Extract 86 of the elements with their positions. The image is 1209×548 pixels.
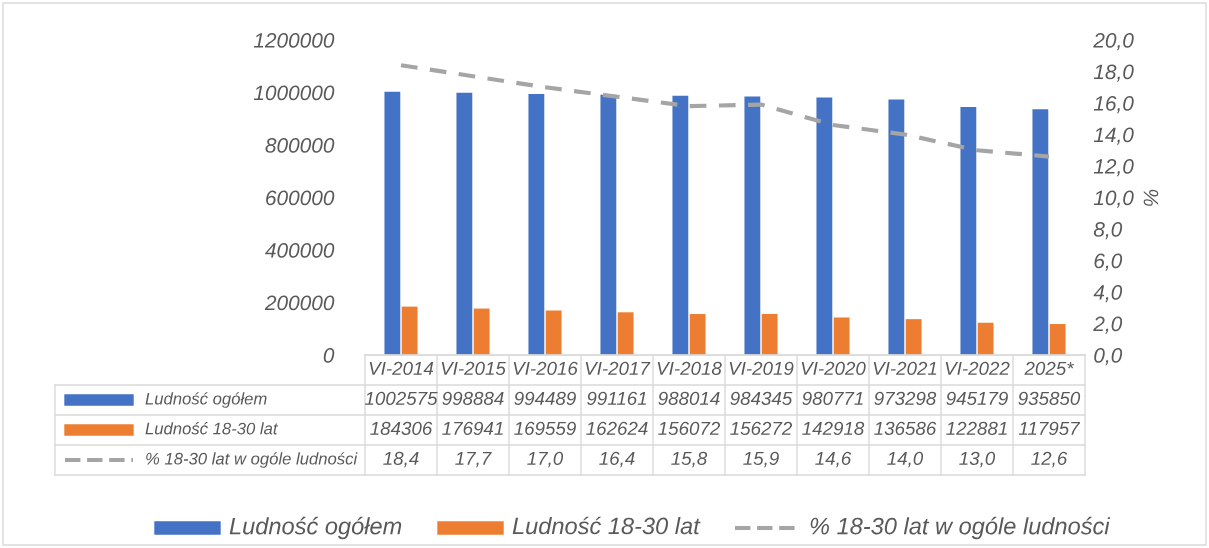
data-label: 988014 [658, 391, 720, 406]
data-label: 18,4 [383, 451, 419, 468]
data-label: 16,4 [599, 451, 635, 468]
y-tick-label: 600000 [266, 190, 335, 206]
data-label: 169559 [514, 421, 576, 436]
y2-tick-label: 4,0 [1093, 285, 1123, 303]
y2-tick-label: 14,0 [1093, 127, 1134, 145]
bar [545, 310, 562, 355]
data-label: 14,6 [815, 451, 852, 468]
data-label: 973298 [874, 391, 937, 406]
data-label: 994489 [514, 391, 576, 406]
y-tick-label: 1200000 [253, 33, 335, 48]
data-label: 991161 [587, 391, 647, 406]
bar [600, 94, 617, 355]
x-tick-label: VI-2018 [657, 361, 722, 376]
x-tick-label: VI-2020 [801, 361, 866, 376]
data-label: 122881 [946, 421, 1007, 436]
x-tick-label: VI-2017 [585, 361, 651, 376]
x-tick-label: 2025* [1024, 361, 1075, 376]
data-label: 117957 [1018, 421, 1081, 436]
data-label: 142918 [802, 421, 865, 436]
bar [816, 97, 833, 355]
y2-axis-title: % [1143, 189, 1159, 206]
bar [1049, 324, 1066, 355]
data-label: 156272 [730, 421, 793, 436]
bar [833, 317, 850, 355]
y2-tick-label: 20,0 [1093, 33, 1134, 51]
bar [1032, 109, 1049, 355]
data-label: 17,7 [455, 451, 492, 468]
data-label: 156072 [658, 421, 721, 436]
data-label: 945179 [946, 391, 1008, 406]
data-label: 1002575 [364, 391, 438, 406]
y2-tick-label: 2,0 [1093, 316, 1123, 334]
data-label: 184306 [370, 421, 433, 436]
bar [528, 93, 545, 355]
bar [960, 106, 977, 355]
y2-tick-label: 12,0 [1093, 159, 1134, 177]
data-label: 15,9 [743, 451, 779, 468]
data-label: 13,0 [959, 451, 996, 468]
bar [689, 314, 706, 355]
text: Ludność 18-30 lat [512, 516, 701, 535]
bar [617, 312, 634, 355]
y2-tick-label: 6,0 [1094, 253, 1123, 271]
y-tick-label: 0 [323, 348, 335, 363]
bar [456, 92, 473, 355]
y-tick-label: 800000 [265, 138, 335, 153]
x-tick-label: VI-2014 [369, 361, 434, 376]
line-series [398, 63, 1052, 159]
x-tick-label: VI-2021 [873, 361, 937, 376]
y2-tick-label: 18,0 [1093, 64, 1134, 82]
data-label: 14,0 [887, 451, 924, 468]
data-label: 176941 [442, 421, 503, 436]
data-label: 998884 [442, 391, 504, 406]
y2-tick-label: 16,0 [1093, 96, 1134, 114]
y-tick-label: 400000 [265, 243, 335, 258]
bar [977, 322, 994, 355]
y-tick-label: 1000000 [253, 85, 335, 101]
x-tick-label: VI-2015 [441, 361, 506, 376]
data-label: 15,8 [671, 451, 708, 468]
y2-tick-label: 8,0 [1093, 222, 1123, 240]
x-tick-label: VI-2016 [513, 361, 578, 376]
data-label: 136586 [874, 421, 937, 436]
data-label: 12,6 [1031, 451, 1068, 468]
y2-tick-label: 10,0 [1093, 190, 1134, 208]
legend-label: Ludność 18-30 lat [145, 422, 279, 435]
legend-label: Ludność ogółem [145, 392, 267, 408]
y2-tick-label: 0,0 [1094, 348, 1123, 366]
bar [384, 91, 401, 355]
bar [473, 308, 490, 355]
x-tick-label: VI-2022 [945, 361, 1010, 376]
bar [888, 99, 905, 355]
x-tick-label: VI-2019 [729, 361, 794, 376]
bar [905, 319, 922, 355]
legend-label: % 18-30 lat w ogóle ludności [146, 452, 358, 468]
data-label: 984345 [730, 391, 793, 406]
data-label: 935850 [1018, 391, 1081, 406]
bar [672, 95, 689, 355]
text: % 18-30 lat w ogóle ludności [810, 516, 1111, 540]
bar [401, 306, 418, 355]
data-label: 17,0 [527, 451, 564, 468]
data-label: 162624 [586, 421, 648, 436]
data-label: 980771 [802, 391, 863, 406]
text: Ludność ogółem [229, 516, 402, 540]
bar [761, 313, 778, 355]
bar [744, 96, 761, 355]
y-tick-label: 200000 [264, 295, 335, 311]
